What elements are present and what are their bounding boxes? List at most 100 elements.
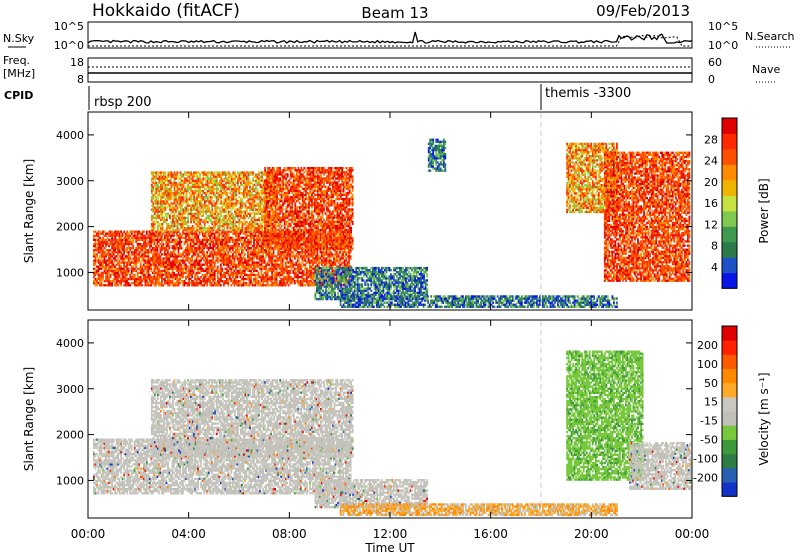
heatmap-cell-region-0 [95,270,97,272]
heatmap-cell-region-0 [93,251,95,253]
heatmap-cell-region-0 [155,251,157,253]
cpid-segment-1: themis -3300 [545,86,631,101]
heatmap-cell-region-0 [161,280,163,282]
heatmap-cell-region-0 [101,257,103,259]
heatmap-cell-region-0 [163,243,165,245]
heatmap-cell-region-0 [95,280,97,282]
heatmap-cell-region-0 [129,284,131,286]
heatmap-cell-region-0 [119,274,121,276]
heatmap-cell-region-0 [169,257,171,259]
heatmap-cell-region-0 [163,284,165,286]
heatmap-cell-region-0 [95,278,97,280]
heatmap-cell-region-0 [181,245,183,247]
heatmap-cell-region-0 [140,235,142,237]
heatmap-cell-region-0 [161,235,163,237]
nsky-label: N.Sky [3,32,35,45]
heatmap-cell-region-0 [143,270,145,272]
heatmap-cell-region-0 [170,268,172,270]
heatmap-cell-region-0 [153,274,155,276]
heatmap-cell-region-0 [170,264,172,266]
heatmap-cell-region-0 [110,235,112,237]
nsearch-tick-low: 10^0 [708,39,738,52]
heatmap-cell-region-0 [104,257,106,259]
heatmap-cell-region-0 [185,282,187,284]
date-title: 09/Feb/2013 [596,2,690,20]
heatmap-cell-region-0 [147,253,149,255]
heatmap-cell-region-0 [110,253,112,255]
heatmap-cell-region-0 [95,239,97,241]
heatmap-cell-region-0 [110,280,112,282]
heatmap-cell-region-0 [155,235,157,237]
heatmap-cell-region-0 [110,268,112,270]
power-heatmap [93,139,690,308]
freq-tick-low: 8 [77,73,84,86]
heatmap-cell-region-0 [125,276,127,278]
heatmap-cell-region-0 [125,274,127,276]
heatmap-cell-region-0 [107,241,109,243]
beam-title: Beam 13 [361,4,428,22]
heatmap-cell-region-0 [102,276,104,278]
heatmap-cell-region-0 [95,257,97,259]
heatmap-cell-region-0 [123,251,125,253]
nave-label: Nave [752,63,780,76]
heatmap-cell-region-0 [181,235,183,237]
heatmap-cell-region-0 [128,251,130,253]
heatmap-cell-region-0 [185,257,187,259]
heatmap-cell-region-0 [155,259,157,261]
heatmap-cell-region-0 [155,284,157,286]
heatmap-cell-region-0 [149,274,151,276]
heatmap-cell-region-0 [134,274,136,276]
heatmap-cell-region-0 [108,251,110,253]
heatmap-cell-region-0 [110,270,112,272]
heatmap-cell-region-0 [167,251,169,253]
heatmap-cell-region-0 [143,257,145,259]
heatmap-cell-region-0 [141,280,143,282]
heatmap-cell-region-0 [170,276,172,278]
heatmap-cell-region-0 [185,268,187,270]
heatmap-cell-region-0 [185,233,187,235]
heatmap-cell-region-0 [141,268,143,270]
freq-label: Freq. [3,54,30,67]
heatmap-cell-region-0 [144,274,146,276]
freq-tick-high: 18 [70,56,84,69]
heatmap-cell-region-0 [160,251,162,253]
heatmap-cell-region-0 [140,276,142,278]
heatmap-cell-region-0 [95,231,97,233]
heatmap-cell-region-0 [181,264,183,266]
freq-unit: [MHz] [3,67,35,80]
heatmap-cell-region-0 [110,249,112,251]
heatmap-cell-region-0 [110,231,112,233]
nsky-tick-low: 10^0 [54,39,84,52]
heatmap-cell-region-0 [120,251,122,253]
heatmap-cell-region-0 [185,247,187,249]
heatmap-cell-region-0 [125,266,127,268]
heatmap-cell-region-0 [110,274,112,276]
nave-tick-high: 60 [708,56,722,69]
heatmap-cell-region-0 [157,251,159,253]
heatmap-cell-region-0 [173,251,175,253]
heatmap-cell-region-0 [107,274,109,276]
heatmap-cell-region-0 [110,276,112,278]
heatmap-cell-region-0 [95,264,97,266]
heatmap-cell-region-0 [150,251,152,253]
heatmap-cell-region-0 [140,268,142,270]
heatmap-cell-region-0 [120,284,122,286]
heatmap-cell-region-0 [126,274,128,276]
heatmap-cell-region-0 [181,241,183,243]
heatmap-cell-region-0 [125,280,127,282]
heatmap-cell-region-0 [101,268,103,270]
heatmap-cell-region-0 [110,257,112,259]
heatmap-cell-region-0 [169,284,171,286]
heatmap-cell-region-0 [173,235,175,237]
heatmap-cell-region-0 [185,241,187,243]
heatmap-cell-region-0 [161,241,163,243]
heatmap-cell-region-0 [187,266,189,268]
heatmap-cell-region-0 [178,284,180,286]
heatmap-cell-region-0 [95,259,97,261]
heatmap-cell-region-0 [137,235,139,237]
heatmap-cell-region-0 [138,257,140,259]
heatmap-cell-region-0 [170,237,172,239]
heatmap-cell-region-0 [111,284,113,286]
heatmap-cell-region-0 [140,255,142,257]
radar-summary-plot: Hokkaido (fitACF) Beam 13 09/Feb/2013 N.… [0,0,800,554]
